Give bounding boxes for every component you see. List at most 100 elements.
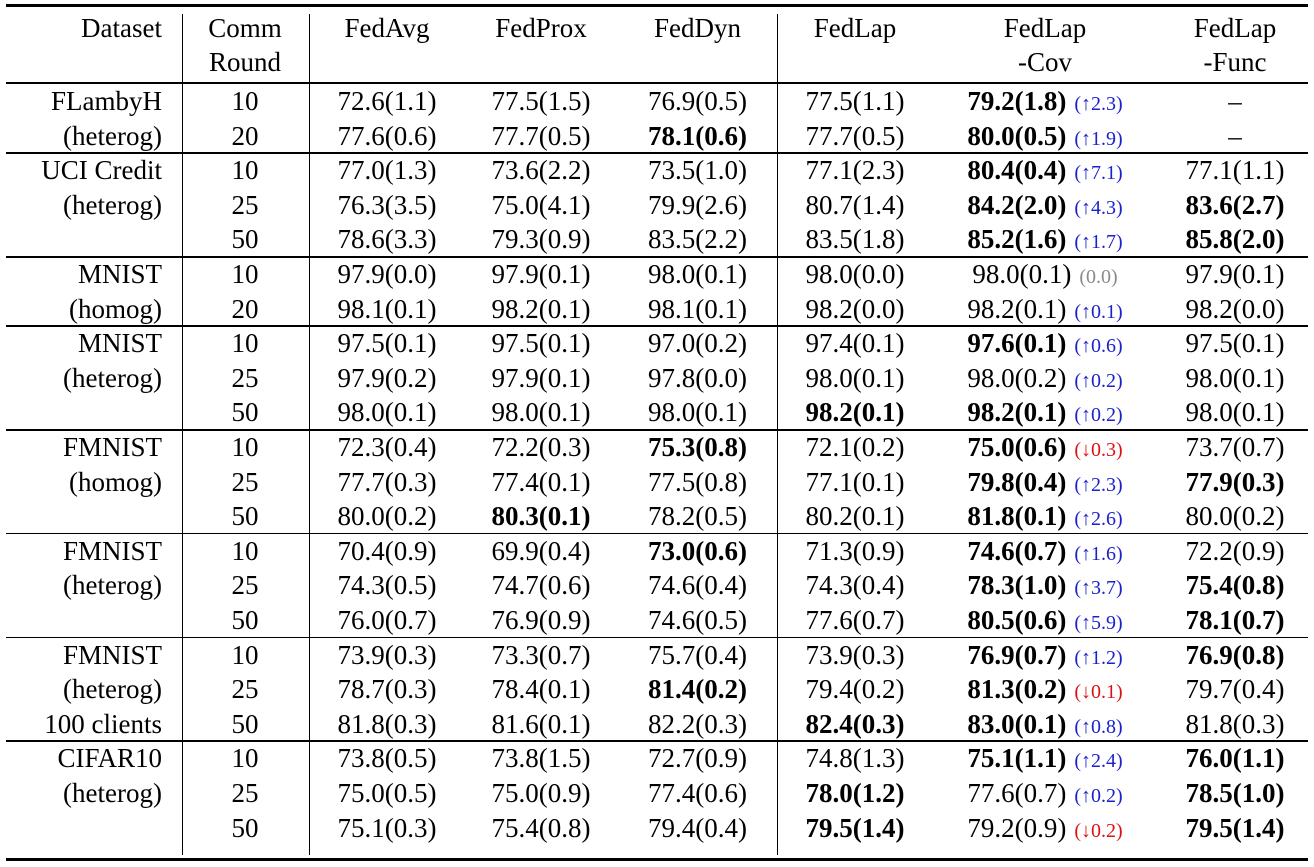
cell-fedlap: 98.0(0.1) [780, 361, 930, 395]
cell-fedlap: 83.5(1.8) [780, 222, 930, 256]
value-text: 77.4(0.6) [648, 778, 747, 808]
delta-indicator: (↑0.2) [1074, 369, 1123, 392]
cell-func: 98.0(0.1) [1160, 361, 1310, 395]
value-text: 74.6(0.4) [648, 570, 747, 601]
cell-fedlap: 77.1(2.3) [780, 153, 930, 187]
value-text: 98.0(0.2) [967, 362, 1067, 393]
value-text: 73.7(0.7) [1185, 432, 1285, 462]
cell-fedavg: 70.4(0.9) [312, 534, 462, 568]
dataset-text: (heterog) [63, 189, 162, 220]
value-text: 98.2(0.0) [805, 293, 905, 324]
cell-fedprox: 72.2(0.3) [466, 430, 616, 464]
value-text: 20 [231, 293, 259, 324]
cell-fedlap: 78.0(1.2) [780, 776, 930, 810]
cell-fedlap: 79.4(0.2) [780, 672, 930, 706]
cell-fedlap: 80.2(0.1) [780, 499, 930, 533]
cell-fedlap: 74.8(1.3) [780, 741, 930, 775]
cell-fedprox: 97.9(0.1) [466, 361, 616, 395]
cell-fedlap-cov: 98.2(0.1) (↑0.1) [935, 292, 1155, 326]
dataset-text: MNIST [77, 259, 162, 289]
cell-fedprox: 76.9(0.9) [466, 603, 616, 637]
cell-feddyn: 98.0(0.1) [620, 395, 775, 429]
value-text: 77.1(0.1) [805, 466, 905, 497]
cell-fedprox: 69.9(0.4) [466, 534, 616, 568]
header-round: Round [186, 45, 304, 79]
delta-indicator: (↑0.1) [1074, 300, 1123, 323]
header-text: FedLap [813, 13, 897, 43]
delta-indicator: (↑0.6) [1074, 335, 1123, 358]
cell-fedlap-cov: 77.6(0.7) (↑0.2) [935, 776, 1155, 810]
value-text: 77.7(0.5) [805, 120, 905, 151]
delta-indicator: (↓0.1) [1074, 681, 1123, 704]
cell-fedavg: 80.0(0.2) [312, 499, 462, 533]
value-text: 97.9(0.1) [1185, 259, 1285, 289]
value-text: 98.2(0.1) [967, 397, 1067, 428]
delta-indicator: (↑1.2) [1074, 646, 1123, 669]
dataset-label: (heterog) [10, 119, 162, 153]
cell-feddyn: 81.4(0.2) [620, 672, 775, 706]
delta-indicator: (↑7.1) [1074, 162, 1123, 185]
value-text: 76.3(3.5) [337, 189, 437, 220]
group-separator [6, 636, 1308, 639]
value-text: 75.0(4.1) [491, 189, 591, 220]
cell-func: 79.7(0.4) [1160, 672, 1310, 706]
delta-indicator: (↓0.3) [1074, 439, 1123, 461]
value-text: 97.9(0.0) [337, 259, 437, 289]
cell-func: 76.9(0.8) [1160, 638, 1310, 672]
value-text: 10 [231, 86, 259, 116]
delta-indicator: (↑3.7) [1074, 577, 1123, 600]
cell-round: 10 [186, 534, 304, 568]
value-text: 77.1(1.1) [1185, 155, 1285, 186]
value-text: 77.7(0.5) [491, 120, 591, 151]
value-text: 97.4(0.1) [805, 328, 905, 359]
header-text: -Cov [1018, 47, 1072, 77]
dataset-label: (heterog) [10, 361, 162, 395]
cell-fedprox: 75.0(0.9) [466, 776, 616, 810]
cell-round: 25 [186, 776, 304, 810]
cell-func: 98.0(0.1) [1160, 395, 1310, 429]
value-text: 75.4(0.8) [491, 812, 591, 843]
delta-indicator: (0.0) [1079, 266, 1118, 288]
value-text: 72.6(1.1) [337, 86, 437, 116]
vrule-round [309, 14, 310, 855]
dataset-text: (homog) [69, 466, 162, 497]
value-text: 98.2(0.1) [491, 293, 591, 324]
value-text: 10 [231, 259, 259, 289]
cell-fedlap: 77.1(0.1) [780, 465, 930, 499]
cell-round: 50 [186, 222, 304, 256]
delta-indicator: (↑2.3) [1074, 93, 1123, 115]
value-text: 98.2(0.1) [967, 293, 1067, 324]
cell-fedavg: 72.6(1.1) [312, 84, 462, 118]
cell-fedlap: 71.3(0.9) [780, 534, 930, 568]
cell-fedprox: 74.7(0.6) [466, 568, 616, 602]
value-text: 73.9(0.3) [337, 639, 437, 670]
cell-feddyn: 82.2(0.3) [620, 707, 775, 741]
value-text: 79.3(0.9) [491, 224, 591, 255]
value-text: 78.1(0.6) [648, 120, 747, 151]
cell-feddyn: 73.0(0.6) [620, 534, 775, 568]
value-text: 82.4(0.3) [805, 708, 905, 739]
dataset-label: FMNIST [10, 638, 162, 672]
value-text: 10 [231, 639, 259, 670]
cell-fedlap: 82.4(0.3) [780, 707, 930, 741]
value-text: 80.3(0.1) [491, 501, 591, 532]
value-text: 80.5(0.6) [967, 605, 1067, 635]
header-text: FedProx [495, 13, 587, 43]
dataset-label: MNIST [10, 326, 162, 360]
cell-fedavg: 78.6(3.3) [312, 222, 462, 256]
value-text: 79.4(0.4) [648, 812, 747, 843]
cell-round: 25 [186, 361, 304, 395]
value-text: 77.6(0.6) [337, 120, 437, 151]
dataset-text: 100 clients [44, 708, 162, 739]
value-text: 76.0(0.7) [337, 605, 437, 635]
cell-fedlap: 73.9(0.3) [780, 638, 930, 672]
dataset-text: (homog) [69, 293, 162, 324]
value-text: 72.2(0.9) [1185, 535, 1285, 566]
header-text: -Func [1203, 47, 1267, 77]
value-text: 50 [231, 397, 259, 428]
cell-fedlap-cov: 76.9(0.7) (↑1.2) [935, 638, 1155, 672]
value-text: 77.1(2.3) [805, 155, 905, 186]
cell-fedavg: 78.7(0.3) [312, 672, 462, 706]
value-text: 75.0(0.5) [337, 778, 437, 808]
cell-feddyn: 75.3(0.8) [620, 430, 775, 464]
